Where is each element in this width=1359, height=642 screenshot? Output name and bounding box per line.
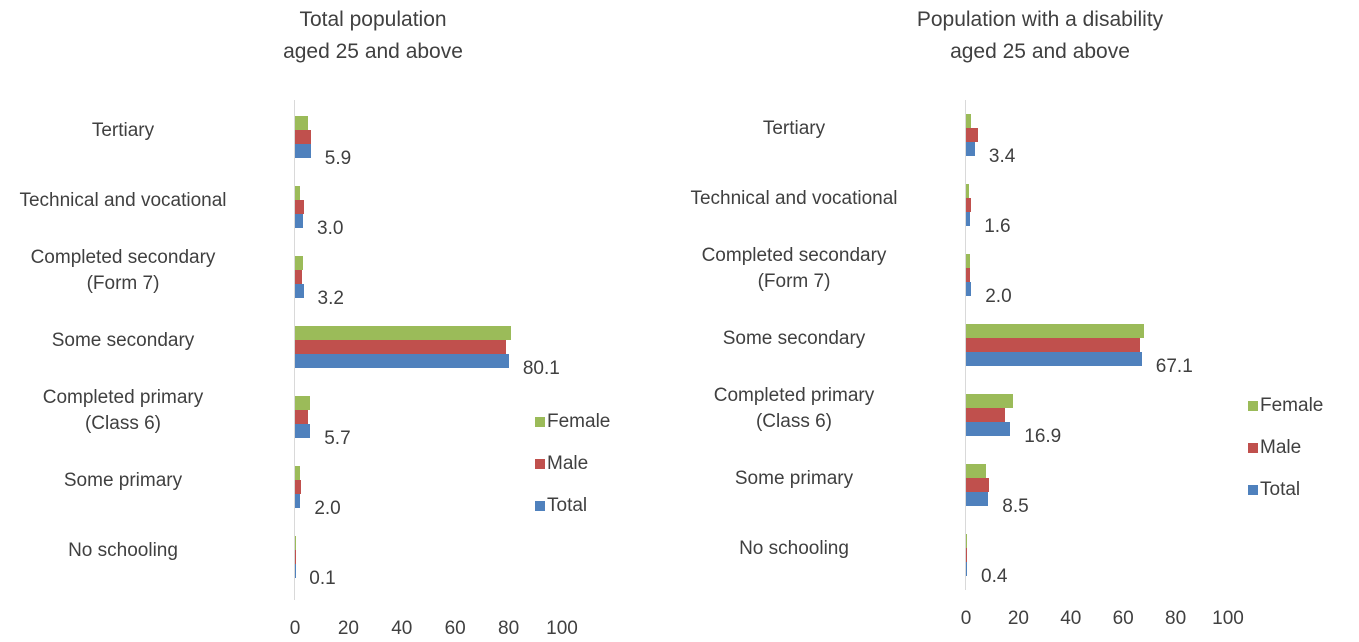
bar <box>966 478 989 492</box>
value-label: 0.1 <box>309 566 335 592</box>
category-label: Some primary <box>0 468 273 494</box>
value-label: 3.2 <box>318 286 344 312</box>
x-tick-label: 60 <box>1093 606 1153 632</box>
x-tick-label: 0 <box>936 606 996 632</box>
bar <box>966 548 967 562</box>
x-tick-label: 100 <box>1198 606 1258 632</box>
bar <box>295 410 308 424</box>
bar <box>966 212 970 226</box>
x-tick-label: 100 <box>532 616 592 642</box>
value-label: 67.1 <box>1156 354 1193 380</box>
bar <box>966 184 969 198</box>
category-label: Technical and vocational <box>0 188 273 214</box>
value-label: 8.5 <box>1002 494 1028 520</box>
x-tick-label: 60 <box>425 616 485 642</box>
bar <box>966 422 1010 436</box>
value-label: 80.1 <box>523 356 560 382</box>
bar <box>295 326 511 340</box>
bar <box>295 144 311 158</box>
bar <box>966 114 971 128</box>
category-label: Some primary <box>644 466 944 492</box>
bar <box>966 268 970 282</box>
bar <box>295 200 304 214</box>
bar <box>295 480 301 494</box>
category-label: Completed primary (Class 6) <box>644 383 944 435</box>
x-tick-label: 40 <box>1041 606 1101 632</box>
x-tick-label: 80 <box>1146 606 1206 632</box>
bar <box>295 116 308 130</box>
legend-swatch <box>1248 401 1258 411</box>
value-label: 3.4 <box>989 144 1015 170</box>
bar <box>295 424 310 438</box>
x-tick-label: 20 <box>988 606 1048 632</box>
x-tick-label: 20 <box>318 616 378 642</box>
bar <box>295 284 304 298</box>
x-tick-label: 0 <box>265 616 325 642</box>
bar <box>966 282 971 296</box>
legend-swatch <box>535 459 545 469</box>
legend-label: Female <box>1260 393 1323 419</box>
legend-swatch <box>535 501 545 511</box>
value-label: 2.0 <box>985 284 1011 310</box>
bar <box>966 198 971 212</box>
bar <box>295 214 303 228</box>
bar <box>966 142 975 156</box>
category-label: No schooling <box>644 536 944 562</box>
bar <box>966 534 967 548</box>
bar <box>295 354 509 368</box>
bar <box>295 396 310 410</box>
bar <box>295 494 300 508</box>
value-label: 3.0 <box>317 216 343 242</box>
bar <box>295 466 300 480</box>
bar <box>295 130 311 144</box>
bar <box>966 492 988 506</box>
value-label: 2.0 <box>314 496 340 522</box>
x-tick-label: 80 <box>479 616 539 642</box>
legend-swatch <box>535 417 545 427</box>
bar <box>295 256 303 270</box>
bar <box>295 340 506 354</box>
bar <box>295 186 300 200</box>
legend-label: Male <box>547 451 588 477</box>
legend-swatch <box>1248 443 1258 453</box>
value-label: 1.6 <box>984 214 1010 240</box>
legend-swatch <box>1248 485 1258 495</box>
chart-title: Population with a disability aged 25 and… <box>840 4 1240 68</box>
value-label: 5.7 <box>324 426 350 452</box>
x-tick-label: 40 <box>372 616 432 642</box>
value-label: 5.9 <box>325 146 351 172</box>
category-label: Completed primary (Class 6) <box>0 385 273 437</box>
bar <box>295 270 302 284</box>
chart-title: Total population aged 25 and above <box>173 4 573 68</box>
value-label: 16.9 <box>1024 424 1061 450</box>
category-label: Completed secondary (Form 7) <box>0 245 273 297</box>
legend-label: Total <box>1260 477 1300 503</box>
category-label: Tertiary <box>644 116 944 142</box>
bar <box>966 464 986 478</box>
bar <box>966 408 1005 422</box>
category-label: Tertiary <box>0 118 273 144</box>
bar <box>966 338 1140 352</box>
category-label: Some secondary <box>0 328 273 354</box>
bar <box>966 324 1144 338</box>
bar <box>966 352 1142 366</box>
bar <box>966 128 978 142</box>
category-label: No schooling <box>0 538 273 564</box>
legend-label: Total <box>547 493 587 519</box>
category-label: Technical and vocational <box>644 186 944 212</box>
legend-label: Male <box>1260 435 1301 461</box>
bar <box>966 562 967 576</box>
bar <box>966 254 970 268</box>
category-label: Some secondary <box>644 326 944 352</box>
legend-label: Female <box>547 409 610 435</box>
category-label: Completed secondary (Form 7) <box>644 243 944 295</box>
value-label: 0.4 <box>981 564 1007 590</box>
bar <box>966 394 1013 408</box>
